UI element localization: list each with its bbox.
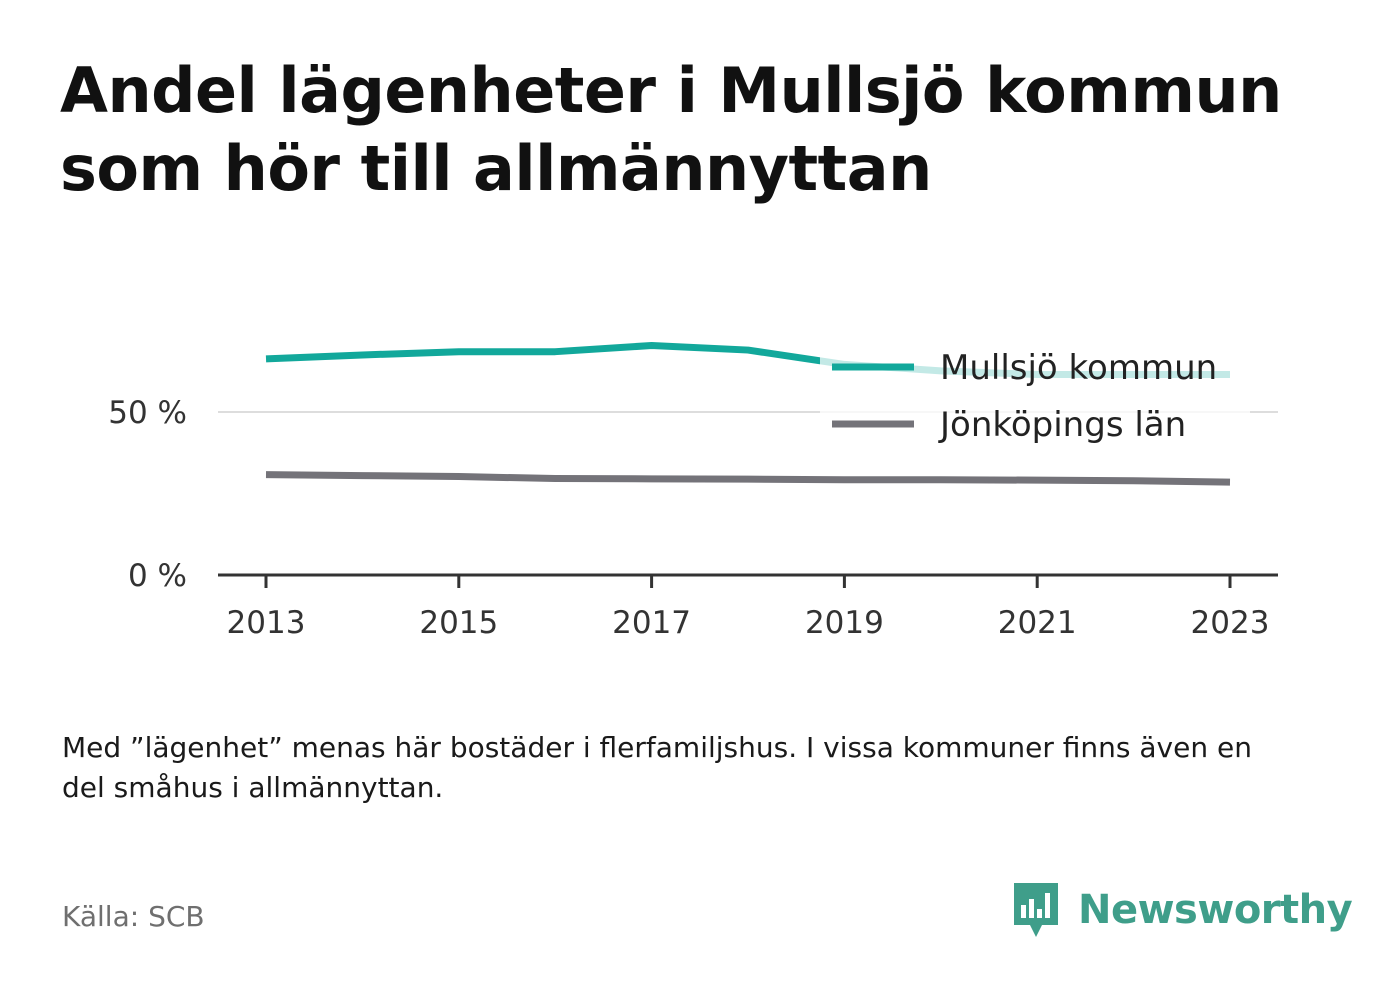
x-tick-label-2021: 2021 <box>998 605 1077 641</box>
chart-title: Andel lägenheter i Mullsjö kommun som hö… <box>60 54 1282 205</box>
source-label: Källa: SCB <box>62 900 205 933</box>
y-tick-label-0: 0 % <box>128 558 187 594</box>
legend-label-0: Mullsjö kommun <box>940 348 1217 388</box>
brand-name: Newsworthy <box>1078 887 1353 933</box>
legend-label-1: Jönköpings län <box>938 405 1186 445</box>
chart-note: Med ”lägenhet” menas här bostäder i fler… <box>62 731 1252 804</box>
legend: Mullsjö kommun Jönköpings län <box>820 340 1250 450</box>
x-tick-label-2019: 2019 <box>805 605 884 641</box>
x-tick-label-2015: 2015 <box>419 605 498 641</box>
x-axis: 2013 2015 2017 2019 2021 2023 <box>218 573 1278 641</box>
newsworthy-logo[interactable]: Newsworthy <box>1010 878 1353 942</box>
x-tick-label-2013: 2013 <box>227 605 306 641</box>
x-tick-label-2017: 2017 <box>612 605 691 641</box>
series-line-jonkopings-lan <box>265 471 1231 486</box>
legend-background <box>820 340 1250 450</box>
y-tick-label-50: 50 % <box>108 395 187 431</box>
newsworthy-logo-icon <box>1014 883 1058 937</box>
x-tick-label-2023: 2023 <box>1191 605 1270 641</box>
